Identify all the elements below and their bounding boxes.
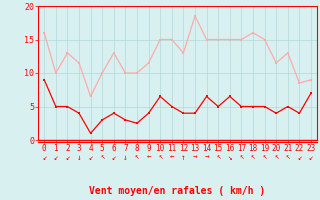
- Text: ↖: ↖: [251, 153, 255, 162]
- Text: ←: ←: [170, 153, 174, 162]
- Text: ↖: ↖: [216, 153, 220, 162]
- Text: ↙: ↙: [53, 153, 58, 162]
- Text: ↓: ↓: [123, 153, 128, 162]
- Text: Vent moyen/en rafales ( km/h ): Vent moyen/en rafales ( km/h ): [90, 186, 266, 196]
- Text: ↖: ↖: [285, 153, 290, 162]
- Text: ↖: ↖: [262, 153, 267, 162]
- Text: ↙: ↙: [297, 153, 302, 162]
- Text: ←: ←: [146, 153, 151, 162]
- Text: ↓: ↓: [77, 153, 81, 162]
- Text: ↖: ↖: [158, 153, 163, 162]
- Text: ↙: ↙: [65, 153, 70, 162]
- Text: ↙: ↙: [88, 153, 93, 162]
- Text: ↖: ↖: [135, 153, 139, 162]
- Text: →: →: [204, 153, 209, 162]
- Text: ↖: ↖: [100, 153, 105, 162]
- Text: ↙: ↙: [111, 153, 116, 162]
- Text: →: →: [193, 153, 197, 162]
- Text: ↑: ↑: [181, 153, 186, 162]
- Text: ↖: ↖: [239, 153, 244, 162]
- Text: ↘: ↘: [228, 153, 232, 162]
- Text: ↖: ↖: [274, 153, 278, 162]
- Text: ↙: ↙: [309, 153, 313, 162]
- Text: ↙: ↙: [42, 153, 46, 162]
